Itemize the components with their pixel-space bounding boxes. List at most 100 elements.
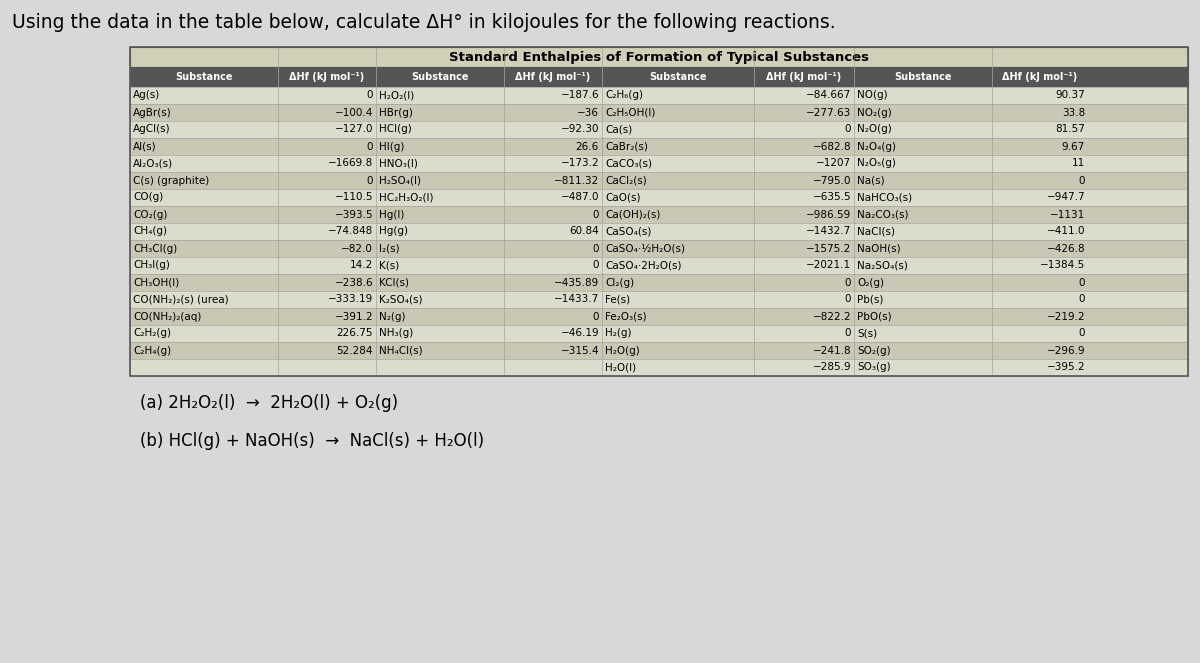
- Text: Pb(s): Pb(s): [857, 294, 883, 304]
- Text: −487.0: −487.0: [560, 192, 599, 202]
- Text: Al(s): Al(s): [133, 141, 157, 152]
- Text: Substance: Substance: [175, 72, 233, 82]
- Text: Na₂CO₃(s): Na₂CO₃(s): [857, 210, 908, 219]
- Text: C₂H₄(g): C₂H₄(g): [133, 345, 172, 355]
- Text: −391.2: −391.2: [335, 312, 373, 322]
- Bar: [130, 121, 1188, 138]
- Text: 0: 0: [366, 141, 373, 152]
- Text: −110.5: −110.5: [335, 192, 373, 202]
- Text: 60.84: 60.84: [569, 227, 599, 237]
- Text: 81.57: 81.57: [1055, 125, 1085, 135]
- Text: ΔHf (kJ mol⁻¹): ΔHf (kJ mol⁻¹): [767, 72, 841, 82]
- Text: O₂(g): O₂(g): [857, 278, 884, 288]
- Text: H₂O(l): H₂O(l): [605, 363, 636, 373]
- Text: KCl(s): KCl(s): [379, 278, 409, 288]
- Bar: [130, 223, 1188, 240]
- Text: 11: 11: [1072, 158, 1085, 168]
- Text: 0: 0: [1079, 278, 1085, 288]
- Text: −1384.5: −1384.5: [1039, 261, 1085, 271]
- Text: Cl₂(g): Cl₂(g): [605, 278, 634, 288]
- Bar: [130, 291, 1188, 308]
- Text: C(s) (graphite): C(s) (graphite): [133, 176, 209, 186]
- Text: −315.4: −315.4: [560, 345, 599, 355]
- Text: −635.5: −635.5: [812, 192, 851, 202]
- Text: 52.284: 52.284: [336, 345, 373, 355]
- Text: 9.67: 9.67: [1062, 141, 1085, 152]
- Text: K₂SO₄(s): K₂SO₄(s): [379, 294, 422, 304]
- Text: 0: 0: [845, 125, 851, 135]
- Text: (b) HCl(g) + NaOH(s)  →  NaCl(s) + H₂O(l): (b) HCl(g) + NaOH(s) → NaCl(s) + H₂O(l): [140, 432, 484, 450]
- Text: −1433.7: −1433.7: [553, 294, 599, 304]
- Text: CaCl₂(s): CaCl₂(s): [605, 176, 647, 186]
- Bar: [130, 359, 1188, 376]
- Text: −84.667: −84.667: [805, 91, 851, 101]
- Text: NH₄Cl(s): NH₄Cl(s): [379, 345, 422, 355]
- Text: CO(NH₂)₂(aq): CO(NH₂)₂(aq): [133, 312, 202, 322]
- Text: C₂H₂(g): C₂H₂(g): [133, 328, 172, 339]
- Text: PbO(s): PbO(s): [857, 312, 892, 322]
- Text: 14.2: 14.2: [349, 261, 373, 271]
- Text: H₂O(g): H₂O(g): [605, 345, 640, 355]
- Text: CH₄(g): CH₄(g): [133, 227, 167, 237]
- Bar: [130, 308, 1188, 325]
- Text: H₂O₂(l): H₂O₂(l): [379, 91, 414, 101]
- Text: CaCO₃(s): CaCO₃(s): [605, 158, 652, 168]
- Text: −811.32: −811.32: [553, 176, 599, 186]
- Bar: [130, 87, 1188, 104]
- Text: SO₃(g): SO₃(g): [857, 363, 890, 373]
- Text: −187.6: −187.6: [560, 91, 599, 101]
- Text: AgCl(s): AgCl(s): [133, 125, 170, 135]
- Text: −435.89: −435.89: [553, 278, 599, 288]
- Text: 26.6: 26.6: [576, 141, 599, 152]
- Text: −285.9: −285.9: [812, 363, 851, 373]
- Text: 0: 0: [1079, 294, 1085, 304]
- Text: HCl(g): HCl(g): [379, 125, 412, 135]
- Text: −1207: −1207: [816, 158, 851, 168]
- Text: CH₃OH(l): CH₃OH(l): [133, 278, 179, 288]
- Text: Ca(OH)₂(s): Ca(OH)₂(s): [605, 210, 660, 219]
- Text: Ca(s): Ca(s): [605, 125, 632, 135]
- Text: −74.848: −74.848: [328, 227, 373, 237]
- Text: Na₂SO₄(s): Na₂SO₄(s): [857, 261, 908, 271]
- Text: 90.37: 90.37: [1055, 91, 1085, 101]
- Text: N₂O(g): N₂O(g): [857, 125, 892, 135]
- Bar: [130, 206, 1188, 223]
- Bar: [130, 67, 1188, 87]
- Text: Substance: Substance: [894, 72, 952, 82]
- Bar: [130, 104, 1188, 121]
- Text: AgBr(s): AgBr(s): [133, 107, 172, 117]
- Text: 0: 0: [593, 261, 599, 271]
- Text: −682.8: −682.8: [812, 141, 851, 152]
- Text: −947.7: −947.7: [1046, 192, 1085, 202]
- Text: 0: 0: [1079, 176, 1085, 186]
- Text: I₂(s): I₂(s): [379, 243, 400, 253]
- Text: 0: 0: [593, 210, 599, 219]
- Text: −822.2: −822.2: [812, 312, 851, 322]
- Text: ΔHf (kJ mol⁻¹): ΔHf (kJ mol⁻¹): [1002, 72, 1078, 82]
- Bar: [130, 257, 1188, 274]
- Text: 0: 0: [593, 243, 599, 253]
- Text: Substance: Substance: [649, 72, 707, 82]
- Text: −36: −36: [577, 107, 599, 117]
- Text: S(s): S(s): [857, 328, 877, 339]
- Text: HC₂H₃O₂(l): HC₂H₃O₂(l): [379, 192, 433, 202]
- Text: CaSO₄(s): CaSO₄(s): [605, 227, 652, 237]
- Text: −277.63: −277.63: [805, 107, 851, 117]
- Text: −296.9: −296.9: [1046, 345, 1085, 355]
- Text: CaSO₄·½H₂O(s): CaSO₄·½H₂O(s): [605, 243, 685, 253]
- Text: Substance: Substance: [412, 72, 469, 82]
- Text: CaBr₂(s): CaBr₂(s): [605, 141, 648, 152]
- Text: −395.2: −395.2: [1046, 363, 1085, 373]
- Text: −92.30: −92.30: [560, 125, 599, 135]
- Text: SO₂(g): SO₂(g): [857, 345, 890, 355]
- Text: Ag(s): Ag(s): [133, 91, 161, 101]
- Text: 0: 0: [1079, 328, 1085, 339]
- Text: −46.19: −46.19: [560, 328, 599, 339]
- Text: −238.6: −238.6: [335, 278, 373, 288]
- Text: CaSO₄·2H₂O(s): CaSO₄·2H₂O(s): [605, 261, 682, 271]
- Bar: [130, 274, 1188, 291]
- Text: −219.2: −219.2: [1046, 312, 1085, 322]
- Text: HI(g): HI(g): [379, 141, 404, 152]
- Text: NaHCO₃(s): NaHCO₃(s): [857, 192, 912, 202]
- Bar: [130, 47, 1188, 376]
